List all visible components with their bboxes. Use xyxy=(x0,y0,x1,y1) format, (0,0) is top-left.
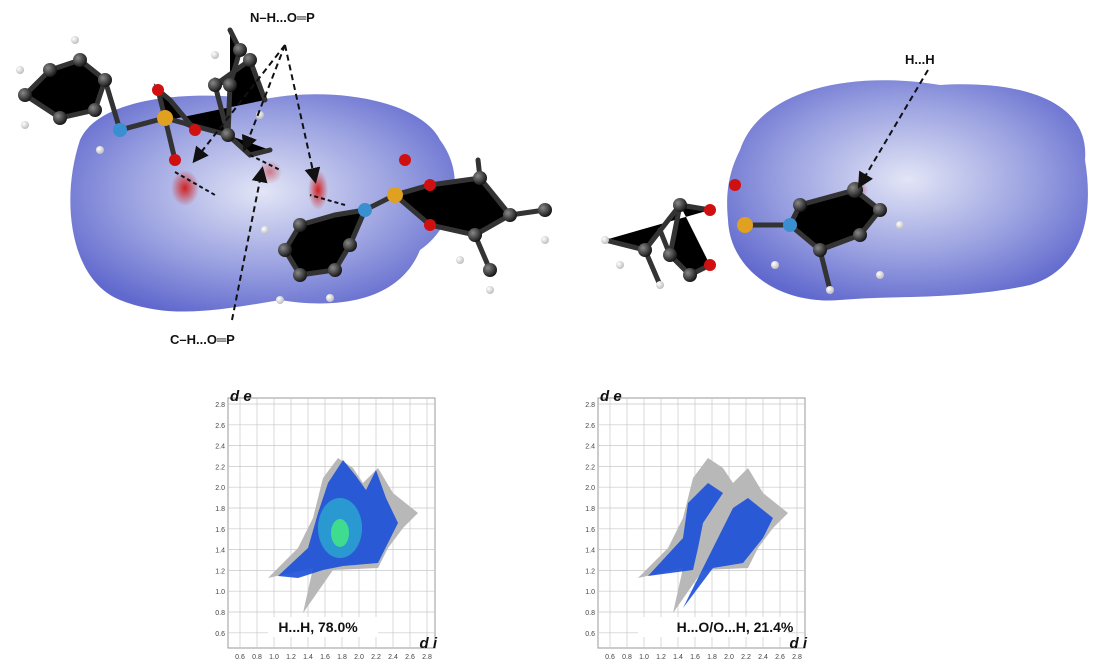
y-tick-label: 1.8 xyxy=(585,506,595,513)
figure: N–H...O═P C–H...O═P H...H 2.82.62.42.22.… xyxy=(0,0,1099,661)
x-tick-label: 2.4 xyxy=(388,654,398,661)
x-tick-label: 2.6 xyxy=(405,654,415,661)
x-tick-label: 0.6 xyxy=(605,654,615,661)
x-tick-label: 2.2 xyxy=(371,654,381,661)
y-axis-label: d e xyxy=(600,388,622,405)
x-tick-label: 1.4 xyxy=(673,654,683,661)
figure-canvas: N–H...O═P C–H...O═P H...H 2.82.62.42.22.… xyxy=(0,0,1099,661)
y-tick-label: 0.8 xyxy=(215,610,225,617)
y-tick-label: 1.6 xyxy=(585,527,595,534)
x-tick-label: 1.6 xyxy=(690,654,700,661)
x-tick-label: 1.8 xyxy=(337,654,347,661)
y-tick-label: 1.2 xyxy=(585,568,595,575)
x-axis-label: d i xyxy=(790,635,808,652)
x-tick-label: 1.0 xyxy=(639,654,649,661)
x-tick-label: 2.8 xyxy=(422,654,432,661)
y-tick-label: 2.2 xyxy=(585,464,595,471)
y-tick-label: 0.6 xyxy=(585,631,595,638)
plot-label: H...H, 78.0% xyxy=(278,619,358,635)
x-axis-label: d i xyxy=(420,635,438,652)
y-tick-label: 2.4 xyxy=(585,444,595,451)
x-tick-label: 2.0 xyxy=(354,654,364,661)
fingerprint-core xyxy=(331,519,349,547)
plot-label: H...O/O...H, 21.4% xyxy=(677,619,794,635)
y-tick-label: 1.0 xyxy=(215,589,225,596)
fingerprint-plot: 2.8 2.6 2.4 2.2 2.0 1.8 1.6 1.4 1.2 1.0 0.8 0.6 0.6 0… xyxy=(585,388,808,661)
x-tick-label: 0.8 xyxy=(622,654,632,661)
y-tick-label: 1.4 xyxy=(585,548,595,555)
y-tick-label: 2.0 xyxy=(215,485,225,492)
y-tick-label: 0.6 xyxy=(215,631,225,638)
y-tick-label: 1.8 xyxy=(215,506,225,513)
annotation: N–H...O═P xyxy=(250,10,315,25)
y-tick-label: 2.8 xyxy=(585,402,595,409)
y-tick-label: 1.2 xyxy=(215,568,225,575)
y-tick-label: 2.6 xyxy=(215,423,225,430)
y-tick-label: 2.6 xyxy=(585,423,595,430)
x-tick-label: 1.2 xyxy=(656,654,666,661)
y-tick-label: 1.4 xyxy=(215,548,225,555)
x-tick-label: 2.4 xyxy=(758,654,768,661)
x-tick-label: 1.2 xyxy=(286,654,296,661)
y-axis-label: d e xyxy=(230,388,252,405)
x-tick-label: 1.6 xyxy=(320,654,330,661)
y-tick-label: 1.6 xyxy=(215,527,225,534)
x-tick-label: 2.2 xyxy=(741,654,751,661)
x-tick-label: 1.8 xyxy=(707,654,717,661)
x-tick-label: 1.0 xyxy=(269,654,279,661)
x-tick-label: 2.6 xyxy=(775,654,785,661)
y-tick-label: 2.2 xyxy=(215,464,225,471)
y-tick-label: 2.8 xyxy=(215,402,225,409)
y-tick-label: 2.4 xyxy=(215,444,225,451)
x-tick-label: 1.4 xyxy=(303,654,313,661)
hirshfeld-surface-right xyxy=(727,80,1088,300)
annotation: C–H...O═P xyxy=(170,332,235,347)
x-tick-label: 2.8 xyxy=(792,654,802,661)
y-tick-label: 2.0 xyxy=(585,485,595,492)
y-tick-label: 0.8 xyxy=(585,610,595,617)
fingerprint-plot: 2.8 2.6 2.4 2.2 2.0 1.8 1.6 1.4 1.2 1.0 0.8 0.6 0.6 0… xyxy=(215,388,438,661)
x-tick-label: 0.8 xyxy=(252,654,262,661)
x-tick-label: 0.6 xyxy=(235,654,245,661)
annotation: H...H xyxy=(905,52,935,67)
y-tick-label: 1.0 xyxy=(585,589,595,596)
x-tick-label: 2.0 xyxy=(724,654,734,661)
